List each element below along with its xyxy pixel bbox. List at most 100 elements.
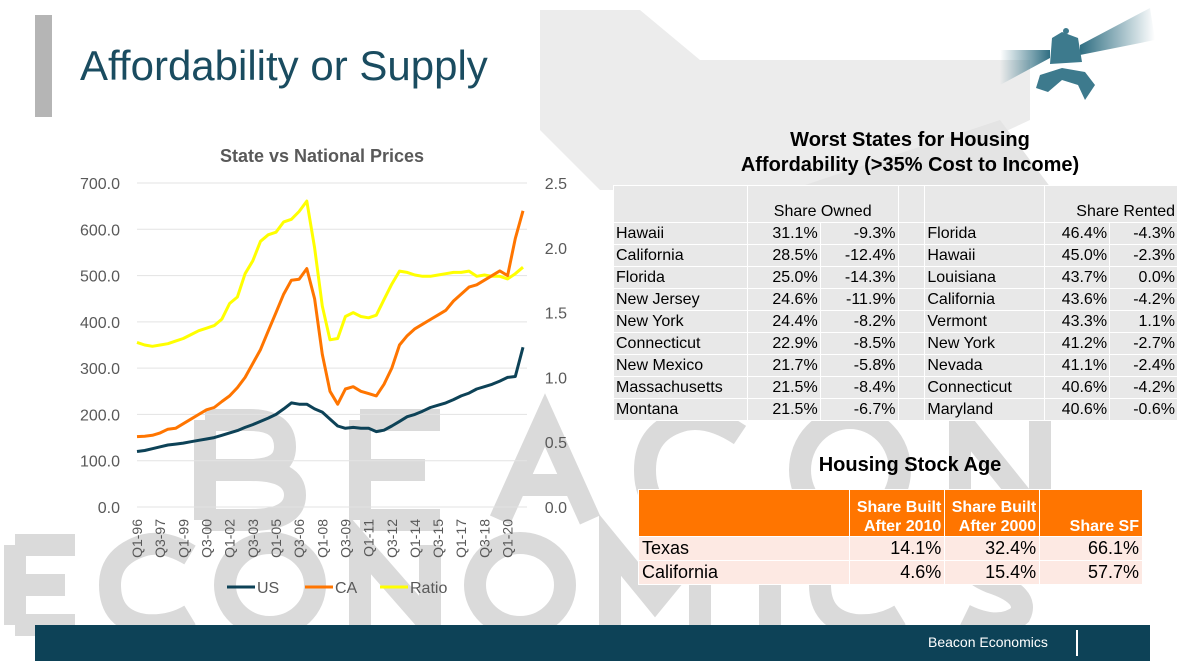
y-right-tick-label: 1.5 <box>545 306 567 323</box>
affordability-table: Share Owned Share Rented Hawaii 31.1% -9.3… <box>613 185 1178 421</box>
table-row: New Mexico 21.7% -5.8% Nevada 41.1% -2.4% <box>613 354 1178 377</box>
afford-table-title: Worst States for Housing Affordability (… <box>690 128 1130 178</box>
blank-cell <box>897 185 926 223</box>
table-row: Montana 21.5% -6.7% Maryland 40.6% -0.6% <box>613 398 1178 421</box>
value-cell: 66.1% <box>1039 536 1143 561</box>
accent-bar <box>35 15 52 117</box>
value-cell: 43.6% <box>1044 288 1111 311</box>
table-row: Florida 25.0% -14.3% Louisiana 43.7% 0.0% <box>613 266 1178 289</box>
state-cell: Massachusetts <box>613 376 748 399</box>
x-tick-label: Q1-05 <box>268 519 284 558</box>
value-cell: 24.6% <box>746 288 821 311</box>
table-header-row: Share Owned Share Rented <box>613 185 1178 223</box>
value-cell: 40.6% <box>1044 376 1111 399</box>
footer-text: Beacon Economics <box>928 634 1048 650</box>
table-row: California 28.5% -12.4% Hawaii 45.0% -2.3% <box>613 244 1178 267</box>
header-cell <box>637 489 851 537</box>
value-cell: 43.7% <box>1044 266 1111 289</box>
y-left-tick-label: 100.0 <box>80 454 120 471</box>
housing-stock-table: Share Built After 2010 Share Built After… <box>637 489 1143 585</box>
value-cell: 43.3% <box>1044 310 1111 333</box>
state-cell: New Mexico <box>613 354 748 377</box>
state-cell: Florida <box>613 266 748 289</box>
value-cell: 22.9% <box>746 332 821 355</box>
y-right-tick-label: 1.0 <box>545 370 567 387</box>
table-header-row: Share Built After 2010 Share Built After… <box>637 489 1143 537</box>
x-tick-label: Q3-15 <box>430 519 446 558</box>
value-cell: 1.1% <box>1109 310 1178 333</box>
price-chart: 0.0 100.0 200.0 300.0 400.0 500.0 600.0 700.0 0.… <box>80 176 567 597</box>
value-cell: 24.4% <box>746 310 821 333</box>
state-cell: New York <box>924 332 1046 355</box>
spacer-cell <box>897 354 926 377</box>
x-tick-label: Q3-97 <box>152 519 168 558</box>
table-row: Hawaii 31.1% -9.3% Florida 46.4% -4.3% <box>613 222 1178 245</box>
y-left-tick-label: 600.0 <box>80 222 120 239</box>
series-line-us <box>136 346 525 453</box>
value-cell: -14.3% <box>819 266 899 289</box>
spacer-cell <box>897 376 926 399</box>
spacer-cell <box>897 310 926 333</box>
y-right-tick-label: 0.0 <box>545 500 567 517</box>
legend-label-ratio: Ratio <box>410 580 447 597</box>
value-cell: -2.3% <box>1109 244 1178 267</box>
spacer-cell <box>897 288 926 311</box>
value-cell: -2.4% <box>1109 354 1178 377</box>
state-cell: New York <box>613 310 748 333</box>
value-cell: 4.6% <box>849 560 946 585</box>
state-cell: Nevada <box>924 354 1046 377</box>
y-left-tick-label: 700.0 <box>80 176 120 193</box>
rented-header: Share Rented <box>1044 185 1178 223</box>
value-cell: -2.7% <box>1109 332 1178 355</box>
value-cell: 21.5% <box>746 398 821 421</box>
x-tick-label: Q3-03 <box>245 519 261 558</box>
y-right-tick-label: 0.5 <box>545 435 567 452</box>
state-cell: Connecticut <box>924 376 1046 399</box>
page-title: Affordability or Supply <box>80 42 488 89</box>
state-cell: California <box>924 288 1046 311</box>
x-tick-label: Q1-02 <box>222 519 238 558</box>
value-cell: -11.9% <box>819 288 899 311</box>
state-cell: California <box>613 244 748 267</box>
x-tick-label: Q3-09 <box>337 519 353 558</box>
x-tick-label: Q1-11 <box>361 519 377 557</box>
state-cell: New Jersey <box>613 288 748 311</box>
y-right-tick-label: 2.0 <box>545 241 567 258</box>
value-cell: 41.2% <box>1044 332 1111 355</box>
value-cell: -0.6% <box>1109 398 1178 421</box>
value-cell: -4.2% <box>1109 376 1178 399</box>
value-cell: 40.6% <box>1044 398 1111 421</box>
value-cell: -4.2% <box>1109 288 1178 311</box>
state-cell: Vermont <box>924 310 1046 333</box>
value-cell: 57.7% <box>1039 560 1143 585</box>
state-cell: Texas <box>637 536 851 561</box>
value-cell: 21.7% <box>746 354 821 377</box>
value-cell: -9.3% <box>819 222 899 245</box>
spacer-cell <box>897 244 926 267</box>
footer-divider <box>1076 630 1078 656</box>
x-tick-label: Q1-14 <box>407 519 423 558</box>
header-cell: Share Built After 2000 <box>944 489 1041 537</box>
value-cell: 25.0% <box>746 266 821 289</box>
x-tick-label: Q3-00 <box>198 519 214 558</box>
footer-bar <box>35 625 1150 661</box>
value-cell: -6.7% <box>819 398 899 421</box>
value-cell: 14.1% <box>849 536 946 561</box>
value-cell: 15.4% <box>944 560 1041 585</box>
spacer-cell <box>897 332 926 355</box>
value-cell: 0.0% <box>1109 266 1178 289</box>
value-cell: 45.0% <box>1044 244 1111 267</box>
series-line-ratio <box>136 199 524 348</box>
stock-table-title: Housing Stock Age <box>818 454 1002 476</box>
state-cell: Hawaii <box>924 244 1046 267</box>
x-tick-label: Q1-96 <box>129 519 145 558</box>
table-row: California 4.6% 15.4% 57.7% <box>637 560 1143 585</box>
afford-title-line2: Affordability (>35% Cost to Income) <box>740 154 1080 176</box>
value-cell: -4.3% <box>1109 222 1178 245</box>
table-row: Connecticut 22.9% -8.5% New York 41.2% -2.7% <box>613 332 1178 355</box>
x-tick-label: Q3-12 <box>384 519 400 558</box>
y-left-tick-label: 500.0 <box>80 269 120 286</box>
y-left-tick-label: 400.0 <box>80 315 120 332</box>
y-right-tick-label: 2.5 <box>545 176 567 193</box>
afford-title-line1: Worst States for Housing <box>790 129 1030 151</box>
